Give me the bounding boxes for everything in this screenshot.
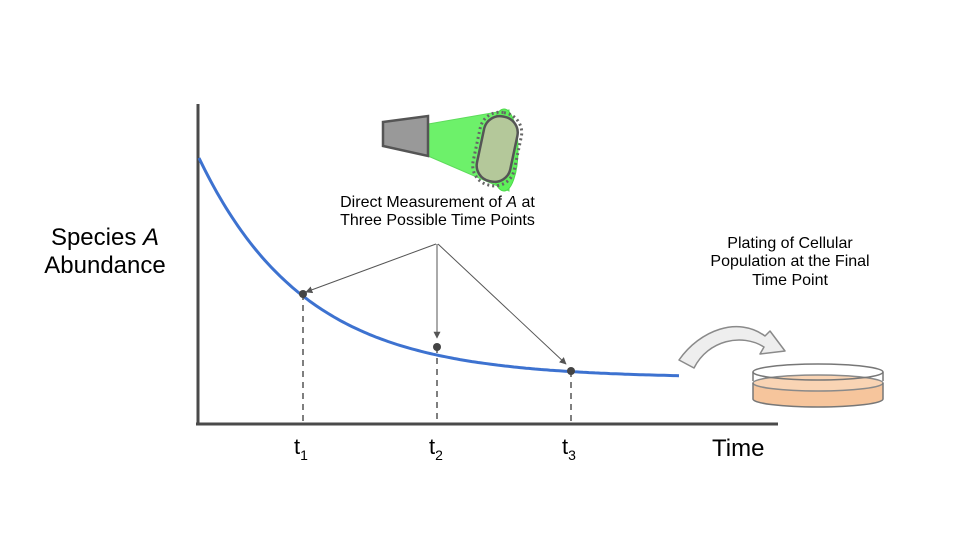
y-axis-label-line2: Abundance [44, 251, 166, 279]
time-tick-t2: t2 [429, 434, 443, 463]
curved-arrow-icon [678, 326, 786, 369]
camera-icon [381, 114, 430, 158]
time-tick-t3-base: t [562, 434, 569, 459]
y-axis-label-prefix: Species [50, 224, 144, 251]
measurement-point-t2 [433, 343, 441, 351]
plating-label-line1: Plating of Cellular [727, 235, 853, 252]
abundance-curve [197, 157, 680, 378]
time-tick-t3: t3 [562, 434, 576, 463]
plating-label: Plating of Cellular Population at the Fi… [690, 235, 890, 290]
time-tick-t1: t1 [294, 434, 308, 463]
measurement-label-suffix: at [517, 194, 535, 211]
pointer-arrow-t1 [305, 243, 437, 294]
x-axis-label: Time [712, 435, 765, 462]
measurement-point-t1 [299, 290, 307, 298]
y-axis-label-variable: A [143, 224, 160, 251]
measurement-label: Direct Measurement of A at Three Possibl… [300, 194, 575, 231]
time-tick-t2-sub: 2 [435, 447, 443, 463]
y-axis-label: Species A Abundance [30, 224, 180, 279]
time-tick-t3-sub: 3 [568, 447, 576, 463]
plating-label-line3: Time Point [752, 271, 828, 289]
measurement-label-line2: Three Possible Time Points [340, 212, 535, 230]
time-tick-t1-sub: 1 [300, 447, 308, 463]
measurement-label-variable: A [506, 194, 518, 211]
measurement-point-t3 [567, 367, 575, 375]
time-tick-t1-base: t [294, 434, 301, 459]
cell-icon [471, 110, 524, 188]
time-tick-t2-base: t [429, 434, 436, 459]
petri-dish-icon [752, 363, 884, 408]
pointer-arrow-t3 [437, 243, 567, 365]
measurement-label-prefix: Direct Measurement of [340, 194, 507, 211]
plating-label-line2: Population at the Final [710, 253, 870, 271]
